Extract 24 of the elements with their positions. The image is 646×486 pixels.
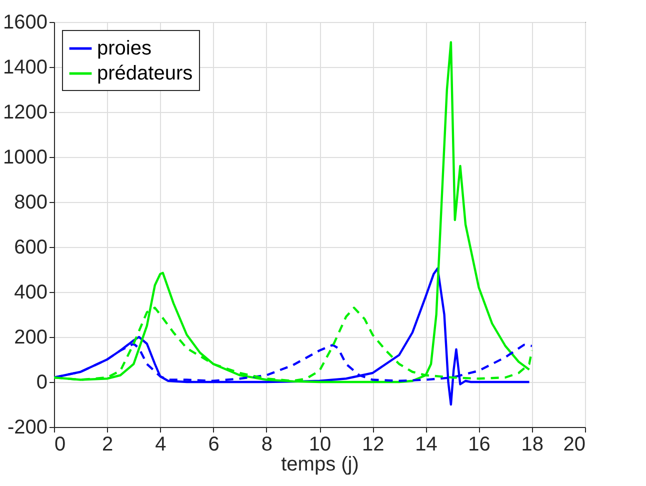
y-tick-label: 600: [14, 236, 48, 258]
y-tick-label: 0: [36, 372, 48, 394]
x-tick-label: 20: [563, 434, 586, 456]
x-tick-label: 16: [468, 434, 490, 456]
x-tick-label: 8: [261, 434, 272, 456]
x-axis-title: temps (j): [281, 454, 359, 476]
x-tick-label: 10: [308, 434, 332, 456]
x-tick-label: 0: [54, 434, 66, 456]
x-tick-label: 6: [208, 434, 220, 456]
y-tick-label: 1200: [3, 102, 48, 124]
x-tick-label: 18: [521, 434, 544, 456]
x-tick-label: 12: [362, 434, 384, 456]
x-tick-label: 4: [155, 434, 166, 456]
y-tick-label: 400: [14, 282, 48, 304]
y-tick-label: 1000: [3, 146, 48, 168]
y-tick-label: 200: [14, 326, 48, 348]
legend-label: prédateurs: [97, 62, 193, 84]
x-tick-label: 14: [415, 434, 438, 456]
y-tick-label: 1600: [3, 12, 48, 34]
x-tick-label: 2: [102, 434, 114, 456]
y-tick-label: 1400: [3, 56, 48, 78]
legend-label: proies: [97, 38, 152, 60]
y-tick-label: -200: [7, 416, 48, 438]
y-tick-label: 800: [14, 192, 48, 214]
